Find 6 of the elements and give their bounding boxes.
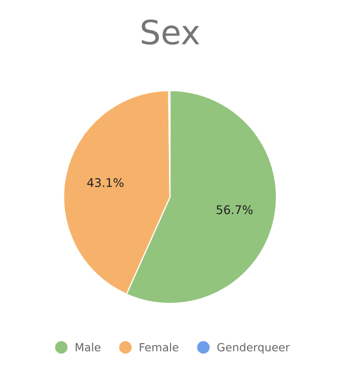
legend-label: Female bbox=[140, 342, 178, 352]
legend-label: Male bbox=[76, 342, 100, 352]
data-label: 56.7% bbox=[216, 205, 253, 214]
data-label: 43.1% bbox=[87, 178, 124, 188]
legend-label: Genderqueer bbox=[217, 342, 290, 354]
chart-title: Sex bbox=[142, 19, 200, 45]
